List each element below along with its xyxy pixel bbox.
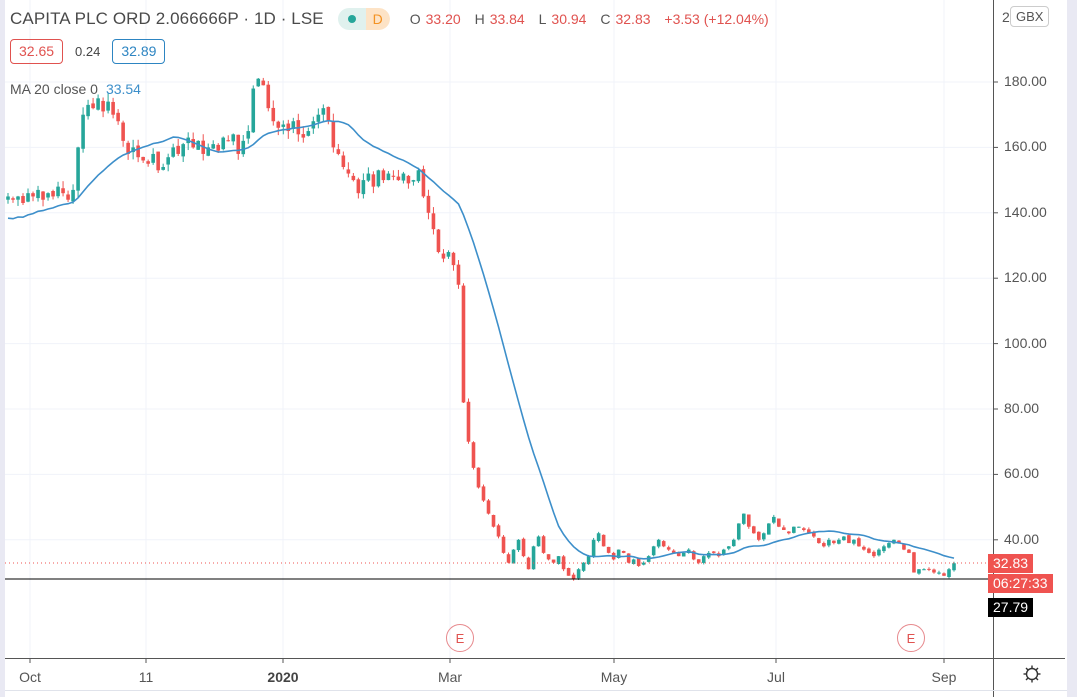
price-axis-tick-label: 60.00 [1004, 465, 1040, 482]
time-axis-tick-label: Mar [437, 669, 463, 685]
market-open-dot-icon [347, 15, 356, 23]
interval-badge: D [365, 8, 390, 30]
price-axis-tick-label: 160.00 [1004, 138, 1047, 155]
time-axis-tick-label: Oct [19, 669, 41, 685]
earnings-marker-icon[interactable]: E [897, 624, 925, 652]
price-axis-tick-label: 40.00 [1004, 530, 1040, 547]
market-status-pill[interactable]: D [337, 8, 390, 30]
ohlc-values: O 33.20 H 33.84 L 30.94 C 32.83 +3.53 (+12.0… [409, 11, 769, 27]
close-value: 32.83 [615, 11, 651, 27]
open-value: 33.20 [425, 11, 461, 27]
earnings-marker-icon[interactable]: E [446, 624, 474, 652]
sell-price-button[interactable]: 32.65 [10, 39, 64, 64]
price-axis-partial-label: 2 [1002, 9, 1010, 25]
time-axis-tick-label: 2020 [267, 669, 299, 685]
indicator-value: 33.54 [105, 81, 141, 97]
low-value: 30.94 [551, 11, 587, 27]
time-axis-tick-label: May [600, 669, 628, 685]
price-axis-tick-label: 140.00 [1004, 203, 1047, 220]
change-value: +3.53 (+12.04%) [664, 11, 769, 27]
chart-frame [5, 0, 1067, 697]
time-axis-tick-label: Sep [931, 669, 957, 685]
high-value: 33.84 [489, 11, 525, 27]
price-axis-tick-label: 80.00 [1004, 400, 1040, 416]
time-axis-tick-marks [29, 658, 945, 663]
moving-average-line [7, 119, 955, 560]
chart-settings-gear-icon[interactable] [1022, 664, 1042, 684]
bar-countdown-label: 06:27:33 [988, 574, 1053, 593]
time-axis-tick-label: 11 [138, 669, 154, 685]
indicator-label: MA 20 close 0 [10, 81, 98, 97]
indicator-legend[interactable]: MA 20 close 0 33.54 [10, 81, 141, 97]
time-axis-tick-label: Jul [767, 669, 785, 685]
last-price-label: 32.83 [988, 554, 1034, 573]
crosshair-price-label: 27.79 [988, 598, 1034, 617]
grid-lines [5, 0, 993, 658]
candlestick-series [6, 77, 956, 581]
currency-button[interactable]: GBX [1010, 6, 1050, 27]
price-axis-tick-marks [993, 81, 998, 541]
price-axis-tick-label: 120.00 [1004, 269, 1047, 286]
spread-value: 0.24 [75, 44, 101, 59]
symbol-title[interactable]: CAPITA PLC ORD 2.066666P · 1D · LSE [10, 9, 324, 28]
bid-ask-row: 32.65 0.24 32.89 [10, 39, 166, 64]
buy-price-button[interactable]: 32.89 [112, 39, 166, 64]
price-axis-tick-label: 180.00 [1004, 73, 1047, 89]
price-axis-tick-label: 100.00 [1004, 334, 1047, 351]
